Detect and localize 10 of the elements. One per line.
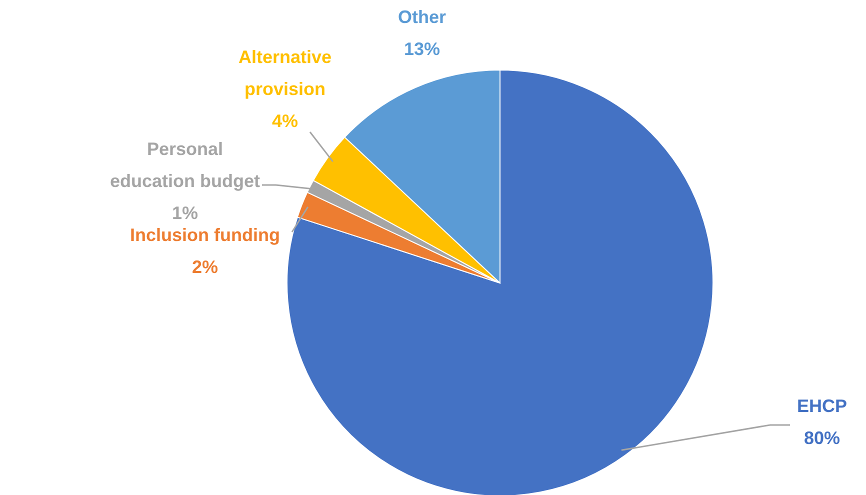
slice-label: Personal education budget — [110, 139, 260, 191]
slice-label: Other — [398, 7, 446, 27]
slice-label: EHCP — [796, 396, 848, 416]
data-label: 1% — [172, 203, 198, 223]
data-label: 80% — [804, 428, 840, 448]
data-label: 13% — [404, 39, 440, 59]
slice-label: Alternative provision — [238, 47, 332, 99]
data-label: 4% — [272, 111, 298, 131]
data-label: 2% — [192, 257, 218, 277]
slice-label: Inclusion funding — [130, 225, 280, 245]
